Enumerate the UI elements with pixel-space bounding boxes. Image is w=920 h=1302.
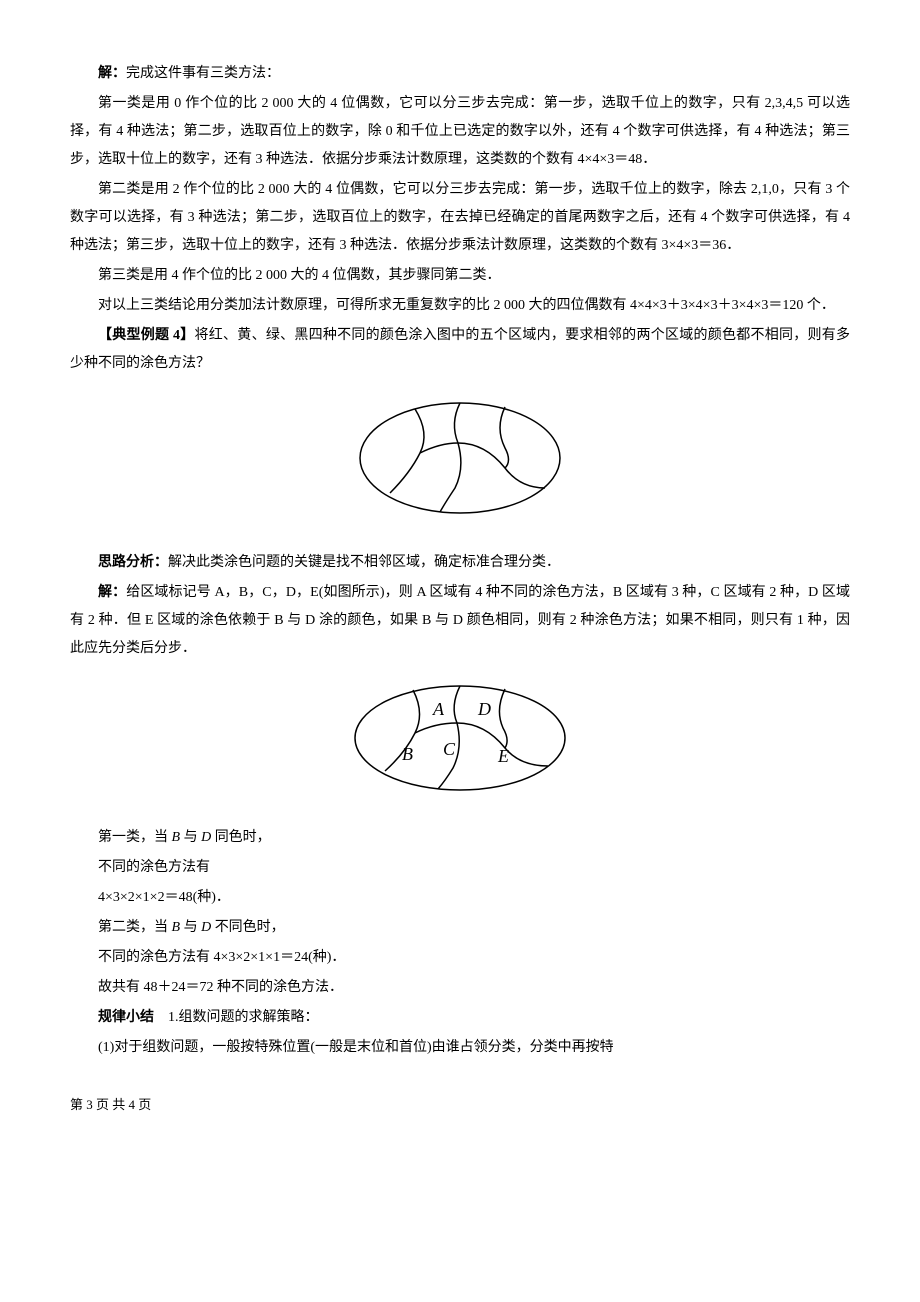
figure-1-ellipse-regions xyxy=(70,393,850,534)
region-label-e: E xyxy=(497,746,509,766)
case-b-post: 不同色时， xyxy=(211,920,285,935)
solution-label: 解： xyxy=(98,66,126,81)
example-4-label: 【典型例题 4】 xyxy=(98,328,195,343)
case-b-mid: 与 xyxy=(180,920,201,935)
case-a-calc: 4×3×2×1×2＝48(种)． xyxy=(70,884,850,912)
case-a-b: B xyxy=(172,830,181,845)
summary-text: 1.组数问题的求解策略： xyxy=(154,1010,319,1025)
region-label-d: D xyxy=(477,699,491,719)
analysis-text: 解决此类涂色问题的关键是找不相邻区域，确定标准合理分类． xyxy=(168,555,560,570)
case-2: 第二类是用 2 作个位的比 2 000 大的 4 位偶数，它可以分三步去完成：第… xyxy=(70,176,850,260)
summary: 规律小结 1.组数问题的求解策略： xyxy=(70,1004,850,1032)
case-a-mid: 与 xyxy=(180,830,201,845)
case-a-methods: 不同的涂色方法有 xyxy=(70,854,850,882)
figure-2-ellipse-regions-labeled: A B C D E xyxy=(70,678,850,809)
analysis-label: 思路分析： xyxy=(98,555,168,570)
case-b-calc: 不同的涂色方法有 4×3×2×1×1＝24(种)． xyxy=(70,944,850,972)
case-b-b: B xyxy=(172,920,181,935)
case-a-d: D xyxy=(201,830,211,845)
summary-label: 规律小结 xyxy=(98,1010,154,1025)
total: 故共有 48＋24＝72 种不同的涂色方法． xyxy=(70,974,850,1002)
strategy-1: (1)对于组数问题，一般按特殊位置(一般是末位和首位)由谁占领分类，分类中再按特 xyxy=(70,1034,850,1062)
case-b: 第二类，当 B 与 D 不同色时， xyxy=(70,914,850,942)
case-b-d: D xyxy=(201,920,211,935)
case-3: 第三类是用 4 作个位的比 2 000 大的 4 位偶数，其步骤同第二类． xyxy=(70,262,850,290)
solution-intro-text: 完成这件事有三类方法： xyxy=(126,66,280,81)
case-1: 第一类是用 0 作个位的比 2 000 大的 4 位偶数，它可以分三步去完成：第… xyxy=(70,90,850,174)
page-footer: 第 3 页 共 4 页 xyxy=(70,1092,850,1118)
case-a: 第一类，当 B 与 D 同色时， xyxy=(70,824,850,852)
example-4: 【典型例题 4】将红、黄、绿、黑四种不同的颜色涂入图中的五个区域内，要求相邻的两… xyxy=(70,322,850,378)
solution-2-text: 给区域标记号 A，B，C，D，E(如图所示)，则 A 区域有 4 种不同的涂色方… xyxy=(70,585,850,656)
analysis: 思路分析：解决此类涂色问题的关键是找不相邻区域，确定标准合理分类． xyxy=(70,549,850,577)
solution-intro: 解：完成这件事有三类方法： xyxy=(70,60,850,88)
region-label-b: B xyxy=(402,744,413,764)
region-label-c: C xyxy=(443,739,456,759)
conclusion: 对以上三类结论用分类加法计数原理，可得所求无重复数字的比 2 000 大的四位偶… xyxy=(70,292,850,320)
solution-2-label: 解： xyxy=(98,585,126,600)
case-a-pre: 第一类，当 xyxy=(98,830,172,845)
solution-2: 解：给区域标记号 A，B，C，D，E(如图所示)，则 A 区域有 4 种不同的涂… xyxy=(70,579,850,663)
case-b-pre: 第二类，当 xyxy=(98,920,172,935)
region-label-a: A xyxy=(432,699,445,719)
case-a-post: 同色时， xyxy=(211,830,271,845)
